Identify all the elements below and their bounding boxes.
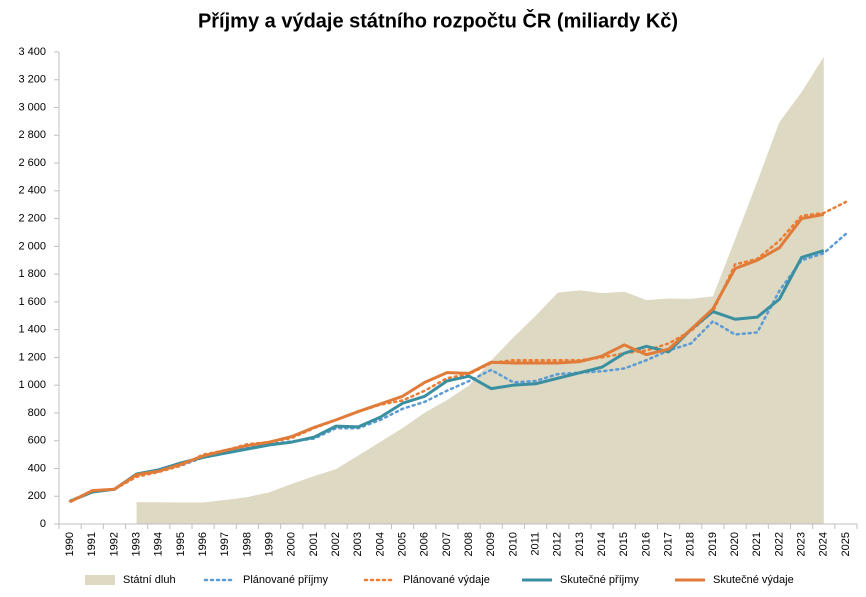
line bbox=[69, 212, 825, 504]
x-tick-label: 1998 bbox=[241, 532, 253, 556]
y-tick-label: 3 000 bbox=[18, 101, 46, 113]
y-tick-label: 1 600 bbox=[18, 296, 46, 308]
x-tick-label: 2020 bbox=[729, 532, 741, 556]
y-tick-label: 3 400 bbox=[18, 46, 46, 58]
x-tick-label: 2021 bbox=[751, 532, 763, 556]
y-tick-label: 2 400 bbox=[18, 185, 46, 197]
legend-swatch bbox=[85, 575, 115, 585]
x-tick-label: 2024 bbox=[818, 532, 830, 556]
area bbox=[136, 56, 824, 524]
x-tick-label: 2005 bbox=[396, 532, 408, 556]
x-tick-label: 1990 bbox=[64, 532, 76, 556]
x-tick-label: 2011 bbox=[529, 532, 541, 556]
y-tick-label: 600 bbox=[28, 435, 46, 447]
y-tick-label: 800 bbox=[28, 407, 46, 419]
chart-title: Příjmy a výdaje státního rozpočtu ČR (mi… bbox=[198, 8, 678, 32]
x-tick-label: 1995 bbox=[175, 532, 187, 556]
x-tick-label: 2004 bbox=[374, 532, 386, 556]
legend-label: Státní dluh bbox=[123, 574, 176, 586]
x-tick-label: 1993 bbox=[130, 532, 142, 556]
x-tick-label: 2025 bbox=[840, 532, 852, 556]
x-tick-label: 2007 bbox=[441, 532, 453, 556]
x-tick-label: 2018 bbox=[685, 532, 697, 556]
y-tick-label: 1 400 bbox=[18, 324, 46, 336]
legend-label: Skutečné příjmy bbox=[560, 574, 639, 586]
x-tick-label: 2014 bbox=[596, 532, 608, 556]
legend-label: Plánované příjmy bbox=[243, 574, 328, 586]
y-tick-label: 2 600 bbox=[18, 157, 46, 169]
x-tick-label: 2012 bbox=[552, 532, 564, 556]
y-tick-label: 3 200 bbox=[18, 74, 46, 86]
y-tick-label: 2 200 bbox=[18, 212, 46, 224]
y-tick-label: 200 bbox=[28, 490, 46, 502]
legend-label: Skutečné výdaje bbox=[713, 574, 794, 586]
x-tick-label: 1997 bbox=[219, 532, 231, 556]
x-tick-label: 2009 bbox=[485, 532, 497, 556]
x-tick-label: 2001 bbox=[308, 532, 320, 556]
x-tick-label: 2013 bbox=[574, 532, 586, 556]
x-tick-label: 1994 bbox=[153, 532, 165, 556]
y-tick-label: 2 800 bbox=[18, 129, 46, 141]
y-tick-label: 400 bbox=[28, 462, 46, 474]
y-tick-label: 2 000 bbox=[18, 240, 46, 252]
x-tick-label: 1992 bbox=[108, 532, 120, 556]
y-tick-label: 1 000 bbox=[18, 379, 46, 391]
x-tick-label: 2016 bbox=[640, 532, 652, 556]
x-tick-label: 1991 bbox=[86, 532, 98, 556]
x-tick-label: 1999 bbox=[263, 532, 275, 556]
y-tick-label: 0 bbox=[40, 518, 46, 530]
x-tick-label: 1996 bbox=[197, 532, 209, 556]
x-tick-label: 2023 bbox=[795, 532, 807, 556]
x-tick-label: 2019 bbox=[707, 532, 719, 556]
x-tick-label: 2000 bbox=[286, 532, 298, 556]
x-tick-label: 2010 bbox=[507, 532, 519, 556]
x-tick-label: 2015 bbox=[618, 532, 630, 556]
x-tick-label: 2008 bbox=[463, 532, 475, 556]
x-tick-label: 2002 bbox=[330, 532, 342, 556]
y-tick-label: 1 200 bbox=[18, 351, 46, 363]
x-tick-label: 2022 bbox=[773, 532, 785, 556]
legend-label: Plánované výdaje bbox=[403, 574, 490, 586]
x-tick-label: 2017 bbox=[662, 532, 674, 556]
y-tick-label: 1 800 bbox=[18, 268, 46, 280]
x-tick-label: 2006 bbox=[419, 532, 431, 556]
x-tick-label: 2003 bbox=[352, 532, 364, 556]
